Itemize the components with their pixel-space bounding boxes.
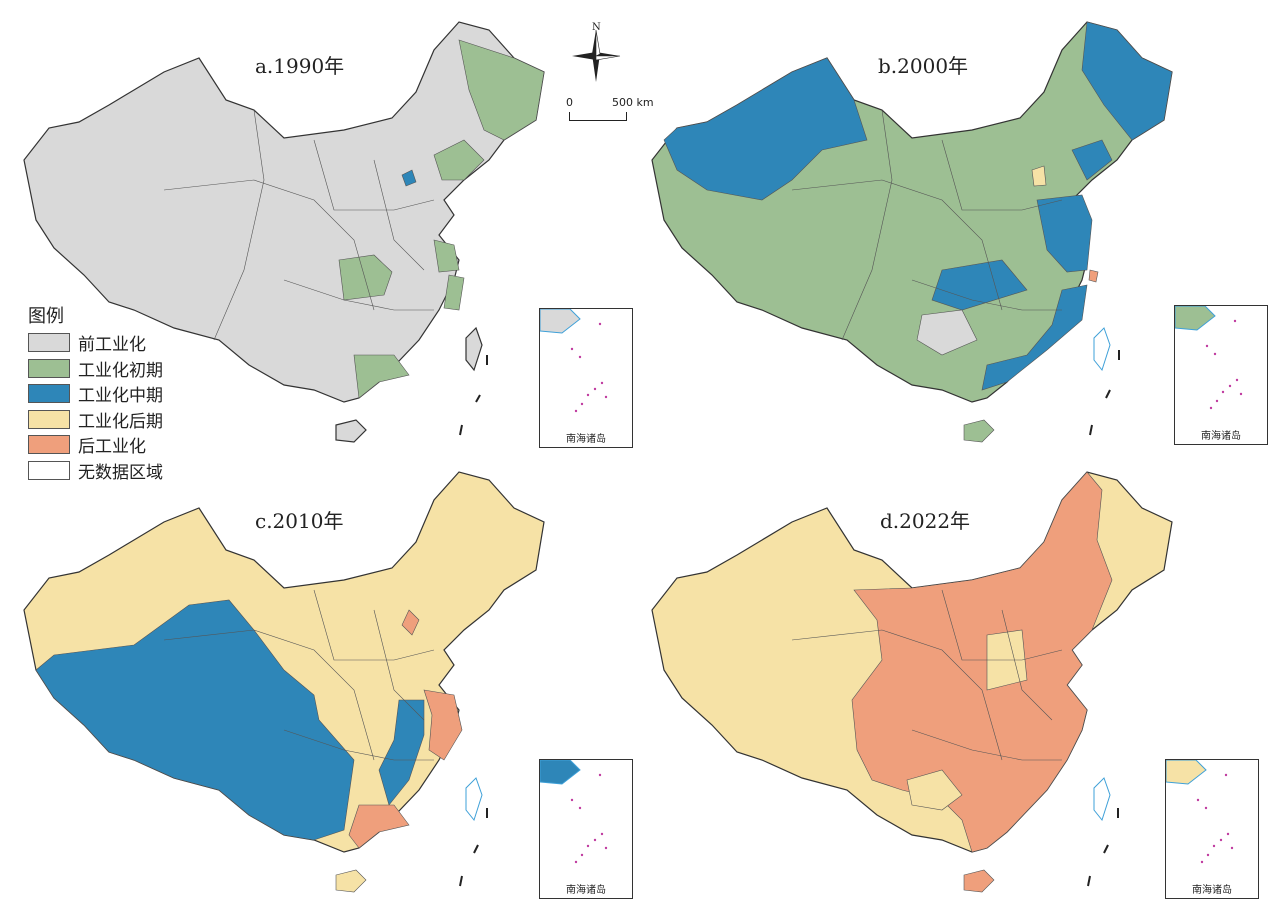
hainan-island — [335, 869, 367, 893]
region-zhejiang — [443, 274, 465, 311]
province-borders — [163, 109, 435, 341]
legend-swatch — [28, 384, 70, 404]
region-jiangsu — [433, 239, 460, 273]
region-beijing — [1031, 165, 1047, 187]
region-beijing — [401, 169, 417, 187]
legend-label: 工业化初期 — [78, 360, 163, 381]
islands-dots — [1205, 319, 1243, 410]
nine-dash-marks — [459, 350, 1120, 887]
inset-label: 南海诸岛 — [566, 885, 606, 896]
region-jiangxi-anhui — [378, 699, 425, 806]
hainan-island — [963, 869, 995, 893]
legend-swatch — [28, 409, 70, 429]
legend-swatch — [28, 358, 70, 378]
legend-item-mid: 工业化中期 — [28, 381, 163, 407]
inset-label: 南海诸岛 — [566, 434, 606, 445]
panel-title-c: c.2010年 — [255, 509, 344, 533]
south-china-sea-inset: 南海诸岛 — [539, 759, 633, 899]
panel-title-a: a.1990年 — [255, 54, 345, 78]
map-panel-1990 — [23, 21, 545, 443]
region-west — [35, 599, 355, 841]
legend-item-late: 工业化后期 — [28, 407, 163, 433]
region-liaoning — [433, 139, 485, 181]
compass-rose-icon — [572, 29, 621, 82]
region-heilongjiang — [1081, 21, 1173, 141]
legend: 图例 前工业化工业化初期工业化中期工业化后期后工业化无数据区域 — [28, 302, 163, 483]
scale-bar-line — [569, 112, 627, 121]
legend-label: 工业化后期 — [78, 411, 163, 432]
map-panel-2010 — [23, 471, 545, 893]
scale-distance-label: 500 km — [612, 96, 654, 109]
islands-dots — [570, 773, 608, 864]
legend-swatch — [28, 460, 70, 480]
region-guangdong — [348, 804, 410, 849]
south-china-sea-inset: 南海诸岛 — [1165, 759, 1259, 899]
islands-dots — [570, 322, 608, 413]
inset-map — [1174, 305, 1243, 410]
region-beijing — [401, 609, 420, 636]
islands-dots — [1196, 773, 1234, 864]
legend-swatch — [28, 333, 70, 353]
region-guangdong — [353, 354, 410, 399]
region-heilongjiang — [458, 39, 545, 141]
taiwan-island — [1093, 777, 1111, 821]
region-jiangsu-zhejiang — [423, 689, 463, 761]
panel-title-d: d.2022年 — [880, 509, 971, 533]
south-china-sea-inset: 南海诸岛 — [1174, 305, 1268, 445]
taiwan-island — [465, 777, 483, 821]
province-borders — [791, 589, 1063, 761]
region-southeast — [981, 284, 1088, 391]
inset-label: 南海诸岛 — [1201, 431, 1241, 442]
legend-item-early: 工业化初期 — [28, 356, 163, 382]
inset-map — [1165, 759, 1234, 864]
inset-map — [539, 308, 608, 413]
region-hubei — [338, 254, 393, 301]
region-jilin-liaoning — [1071, 139, 1113, 181]
hainan-island — [963, 419, 995, 443]
legend-title: 图例 — [28, 306, 64, 327]
region-xinjiang — [663, 57, 868, 201]
inset-label: 南海诸岛 — [1192, 885, 1232, 896]
legend-item-none: 无数据区域 — [28, 458, 163, 484]
taiwan-island — [465, 327, 483, 371]
legend-label: 前工业化 — [78, 335, 146, 356]
legend-label: 工业化中期 — [78, 386, 163, 407]
north-label: N — [592, 22, 601, 33]
province-borders — [163, 589, 435, 761]
legend-label: 后工业化 — [78, 437, 146, 458]
legend-item-pre: 前工业化 — [28, 330, 163, 356]
map-panel-2000 — [651, 21, 1173, 443]
legend-label: 无数据区域 — [78, 462, 163, 483]
province-borders — [791, 109, 1063, 341]
region-east-central — [851, 471, 1113, 853]
scale-zero-label: 0 — [566, 96, 573, 109]
region-guizhou — [906, 769, 963, 811]
panel-title-b: b.2000年 — [878, 54, 969, 78]
legend-swatch — [28, 435, 70, 455]
map-panel-2022 — [651, 471, 1173, 893]
hainan-island — [335, 419, 367, 443]
south-china-sea-inset: 南海诸岛 — [539, 308, 633, 448]
taiwan-island — [1093, 327, 1111, 371]
legend-item-post: 后工业化 — [28, 432, 163, 458]
region-coastal-east — [1036, 194, 1093, 273]
region-shanghai — [1088, 269, 1099, 283]
region-guizhou — [916, 309, 978, 356]
inset-map — [539, 759, 608, 864]
region-central — [931, 259, 1028, 311]
